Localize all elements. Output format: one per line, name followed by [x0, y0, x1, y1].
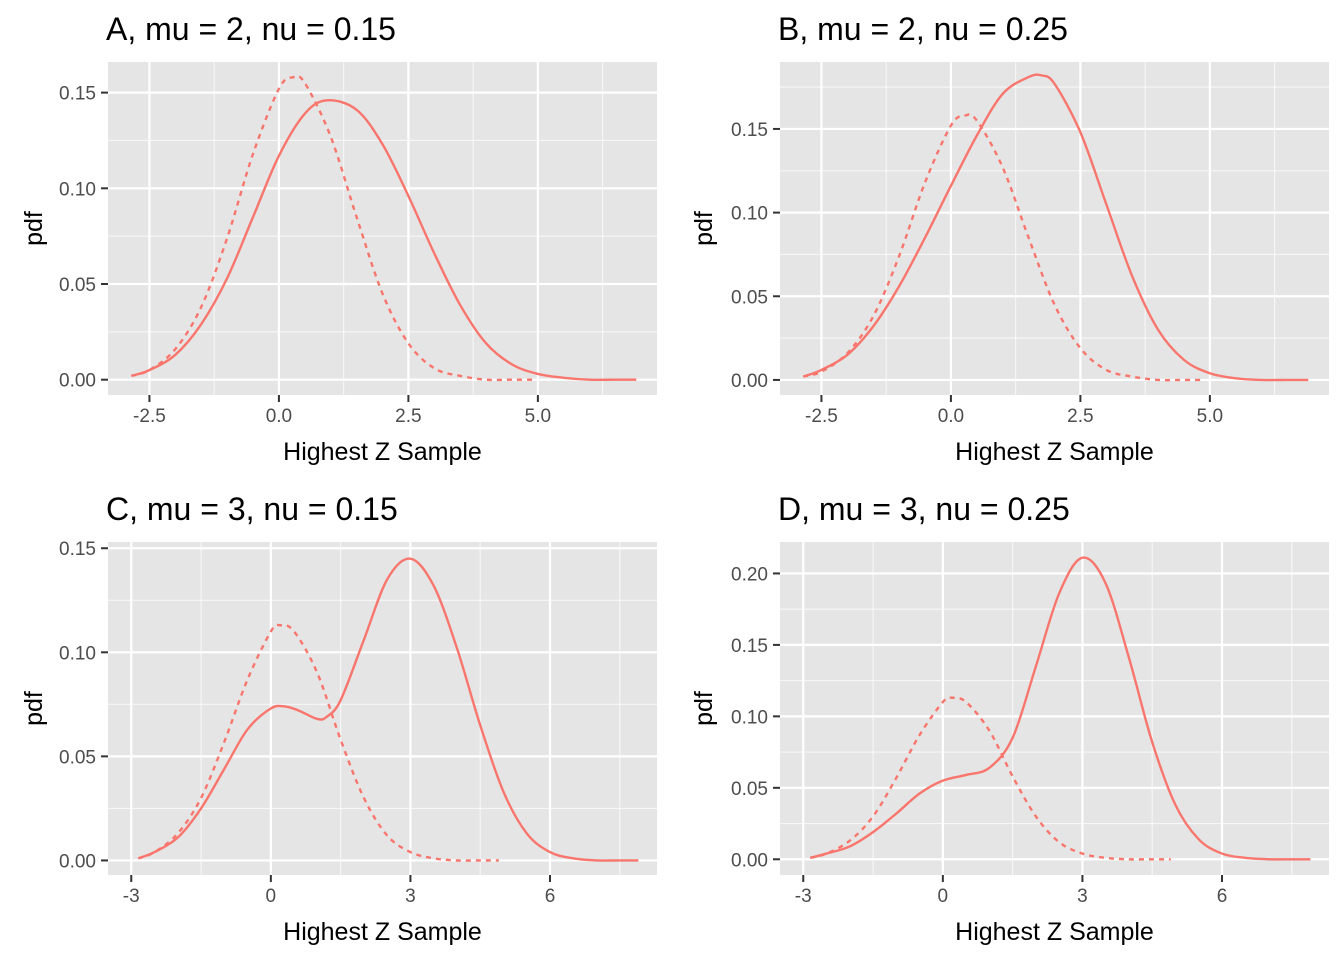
- panel-b-y-tick-label: 0.15: [731, 120, 768, 141]
- panel-d-background: [780, 542, 1329, 875]
- panel-d-y-tick-label: 0.05: [731, 779, 768, 800]
- panel-b-background: [780, 62, 1329, 395]
- panel-c-background: [108, 542, 657, 875]
- panel-c-y-tick-label: 0.05: [59, 747, 96, 768]
- panel-c-x-tick-label: -3: [123, 886, 140, 907]
- panel-d-x-axis-title: Highest Z Sample: [955, 918, 1154, 946]
- panel-d-series-dashed: [809, 696, 1171, 861]
- panel-c-x-tick-label: 3: [405, 886, 416, 907]
- panel-d-x-tick-label: 0: [938, 886, 949, 907]
- panel-a-x-axis-title: Highest Z Sample: [283, 438, 482, 466]
- panel-c-x-tick-label: 0: [266, 886, 277, 907]
- panel-c-y-axis-title: pdf: [20, 691, 48, 726]
- panel-d-y-tick-label: 0.10: [731, 707, 768, 728]
- panel-a-y-axis-title: pdf: [20, 211, 48, 246]
- panel-b-y-axis-title: pdf: [690, 211, 718, 246]
- panel-a-y-tick-label: 0.10: [59, 179, 96, 200]
- panel-a-background: [108, 62, 657, 395]
- panel-c-title: C, mu = 3, nu = 0.15: [106, 491, 398, 527]
- panel-b-x-tick-label: -2.5: [805, 406, 838, 427]
- panel-b-y-tick-label: 0.00: [731, 371, 768, 392]
- panel-a-x-tick-label: 2.5: [395, 406, 421, 427]
- panel-c-y-tick-label: 0.15: [59, 539, 96, 560]
- panel-d-y-tick-label: 0.00: [731, 850, 768, 871]
- panel-d: -3 0 3 6 0.00 0.05 0.10 0.15 0.20 D, mu = 3, nu =…: [690, 491, 1329, 946]
- panel-c-x-axis-title: Highest Z Sample: [283, 918, 482, 946]
- panel-d-x-tick-label: 3: [1077, 886, 1088, 907]
- panel-b-x-tick-label: 5.0: [1197, 406, 1223, 427]
- panel-c-series-solid: [137, 557, 639, 862]
- panel-b-series-solid: [802, 73, 1309, 382]
- panel-a-x-tick-label: 0.0: [266, 406, 292, 427]
- panel-b-x-tick-label: 0.0: [938, 406, 964, 427]
- panel-b-x-tick-label: 2.5: [1067, 406, 1093, 427]
- panel-c-y-tick-label: 0.10: [59, 643, 96, 664]
- panel-d-x-tick-label: 6: [1217, 886, 1228, 907]
- panel-d-y-tick-label: 0.20: [731, 564, 768, 585]
- panel-a: -2.5 0.0 2.5 5.0 0.00 0.05 0.10 0.15 A, mu = 2, …: [20, 11, 657, 466]
- panel-c-y-tick-label: 0.00: [59, 851, 96, 872]
- panel-a-y-tick-label: 0.05: [59, 275, 96, 296]
- panel-a-y-tick-label: 0.00: [59, 371, 96, 392]
- panel-c-x-tick-label: 6: [545, 886, 556, 907]
- panel-a-y-tick-label: 0.15: [59, 84, 96, 105]
- panel-d-y-tick-label: 0.15: [731, 636, 768, 657]
- panel-a-series-solid: [130, 99, 637, 382]
- panel-a-series-dashed: [130, 74, 533, 382]
- panel-a-x-tick-label: 5.0: [525, 406, 551, 427]
- panel-b-y-tick-label: 0.10: [731, 204, 768, 225]
- panel-b-title: B, mu = 2, nu = 0.25: [778, 11, 1068, 47]
- panel-a-title: A, mu = 2, nu = 0.15: [106, 11, 396, 47]
- panel-c: -3 0 3 6 0.00 0.05 0.10 0.15 C, mu = 3, nu = 0.1…: [20, 491, 657, 946]
- panel-d-series-solid: [809, 556, 1311, 861]
- panel-d-x-tick-label: -3: [795, 886, 812, 907]
- panel-d-title: D, mu = 3, nu = 0.25: [778, 491, 1070, 527]
- panel-b: -2.5 0.0 2.5 5.0 0.00 0.05 0.10 0.15 B, mu = 2, …: [690, 11, 1329, 466]
- panel-d-y-axis-title: pdf: [690, 691, 718, 726]
- panel-b-x-axis-title: Highest Z Sample: [955, 438, 1154, 466]
- panel-b-y-tick-label: 0.05: [731, 287, 768, 308]
- panel-a-x-tick-label: -2.5: [133, 406, 166, 427]
